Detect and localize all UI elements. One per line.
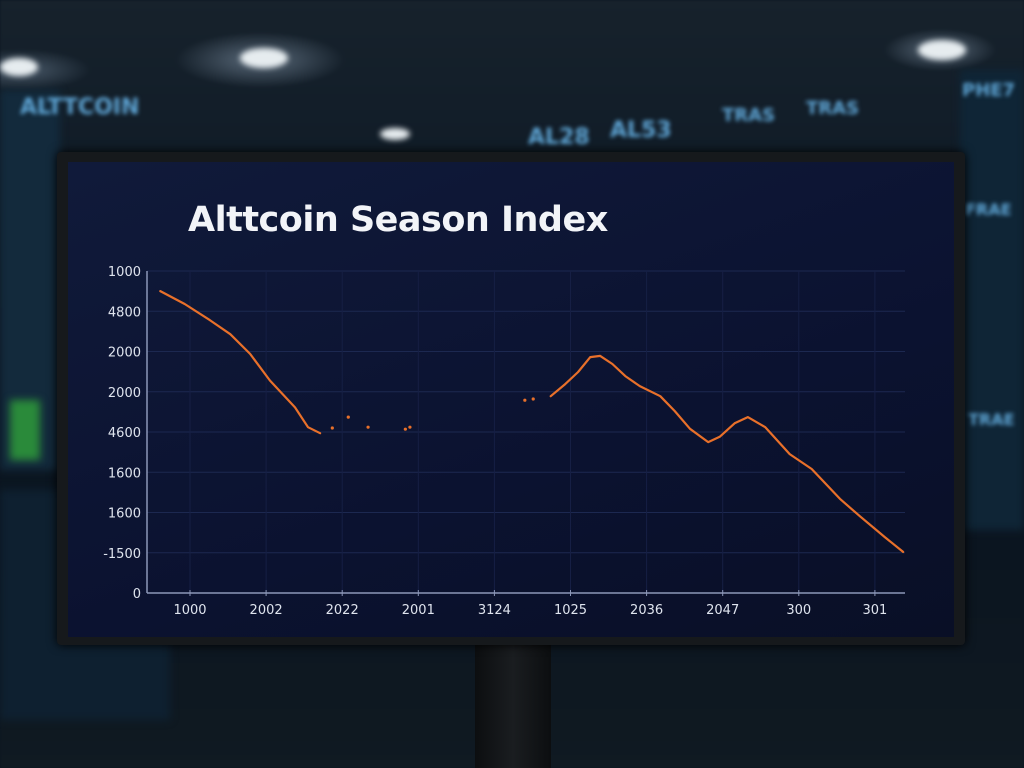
x-tick-label: 1000 bbox=[173, 603, 206, 618]
y-tick-label: 2000 bbox=[108, 386, 141, 401]
x-tick-label: 1025 bbox=[554, 603, 587, 618]
x-tick-label: 2036 bbox=[630, 603, 663, 618]
background-sign: TRAS bbox=[722, 105, 776, 126]
background-light bbox=[10, 400, 40, 460]
background-sign: TRAS bbox=[806, 98, 860, 119]
y-tick-label: 1000 bbox=[108, 265, 141, 280]
background-screen bbox=[960, 70, 1024, 530]
x-tick-label: 301 bbox=[862, 603, 887, 618]
y-tick-label: 4600 bbox=[108, 426, 141, 441]
background-sign: AL53 bbox=[610, 118, 672, 143]
line-segment-2 bbox=[549, 354, 905, 553]
chart-area: 0 -1500 1600 1600 4600 2000 2000 4800 1000 1000 20… bbox=[103, 265, 905, 618]
y-tick-label: -1500 bbox=[103, 547, 141, 562]
chart-title: Alttcoin Season Index bbox=[188, 200, 608, 240]
background-sign: AL28 bbox=[528, 125, 590, 150]
monitor-screen: Alttcoin Season Index 0 -1500 1600 1600 4600… bbox=[68, 162, 954, 637]
ceiling-light bbox=[240, 48, 288, 68]
line-fragment-point bbox=[408, 425, 412, 429]
background-sign: TRAE bbox=[968, 410, 1015, 429]
background-sign: PHE7 bbox=[962, 80, 1016, 101]
background-sign: FRAE bbox=[965, 200, 1012, 219]
ceiling-light bbox=[0, 58, 38, 76]
line-fragment-point bbox=[523, 398, 527, 402]
x-tick-label: 300 bbox=[786, 603, 811, 618]
x-tick-label: 2022 bbox=[326, 603, 359, 618]
y-tick-label: 1600 bbox=[108, 466, 141, 481]
y-tick-label: 0 bbox=[133, 587, 141, 602]
monitor: Alttcoin Season Index 0 -1500 1600 1600 4600… bbox=[57, 152, 965, 645]
background-sign: ALTTCOIN bbox=[20, 95, 140, 120]
line-fragment-point bbox=[403, 427, 407, 431]
x-tick-label: 2002 bbox=[250, 603, 283, 618]
line-fragment-point bbox=[330, 426, 334, 430]
y-tick-label: 2000 bbox=[108, 346, 141, 361]
monitor-stand bbox=[475, 645, 551, 768]
x-tick-label: 3124 bbox=[478, 603, 511, 618]
ceiling-light bbox=[918, 40, 966, 60]
line-fragment-point bbox=[346, 415, 350, 419]
y-tick-label: 1600 bbox=[108, 507, 141, 522]
line-fragment-point bbox=[531, 397, 535, 401]
x-tick-label: 2047 bbox=[706, 603, 739, 618]
line-segment-1 bbox=[159, 290, 322, 435]
y-tick-label: 4800 bbox=[108, 305, 141, 320]
x-tick-label: 2001 bbox=[402, 603, 435, 618]
line-fragment-point bbox=[366, 425, 370, 429]
ceiling-light bbox=[380, 128, 410, 140]
